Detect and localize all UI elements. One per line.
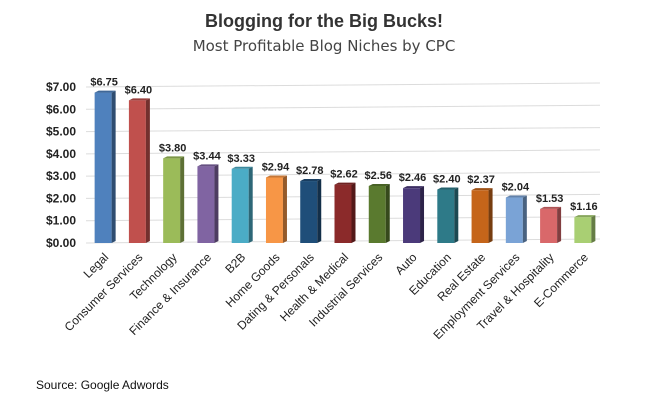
data-label: $6.40 bbox=[125, 84, 153, 96]
data-label: $3.33 bbox=[227, 153, 255, 165]
gridline bbox=[85, 82, 601, 88]
data-label: $1.16 bbox=[570, 201, 598, 213]
data-label: $2.46 bbox=[399, 172, 427, 184]
data-label: $1.53 bbox=[536, 193, 564, 205]
x-tick-label: B2B bbox=[222, 250, 248, 276]
source-note: Source: Google Adwords bbox=[36, 378, 169, 392]
data-label: $2.78 bbox=[296, 165, 324, 177]
x-tick-label: Auto bbox=[392, 250, 420, 278]
bar bbox=[505, 195, 527, 243]
data-labels: $6.75 $6.40 $3.80 $3.44 $3.33 $2.94 $2.78 $2.62… bbox=[90, 77, 597, 214]
y-tick-label: $1.00 bbox=[46, 214, 76, 228]
bar bbox=[471, 188, 493, 243]
y-tick-label: $5.00 bbox=[46, 125, 76, 139]
data-label: $6.75 bbox=[90, 77, 118, 89]
data-label: $2.40 bbox=[433, 174, 461, 186]
bars bbox=[94, 90, 596, 243]
bar bbox=[574, 215, 596, 243]
y-tick-label: $3.00 bbox=[46, 169, 76, 183]
y-tick-label: $7.00 bbox=[46, 80, 76, 94]
gridline bbox=[85, 127, 601, 133]
x-tick-label: Legal bbox=[81, 250, 112, 281]
y-axis-ticks: $0.00 $1.00 $2.00 $3.00 $4.00 $5.00 $6.00 $7.00 bbox=[46, 80, 76, 250]
bar bbox=[403, 186, 425, 243]
bar bbox=[265, 175, 287, 243]
data-label: $2.62 bbox=[330, 169, 358, 181]
bar bbox=[163, 156, 185, 243]
bar bbox=[231, 166, 253, 243]
data-label: $2.37 bbox=[467, 174, 495, 186]
data-label: $2.04 bbox=[502, 182, 530, 194]
gridline bbox=[85, 104, 601, 110]
gridline bbox=[85, 149, 601, 155]
chart-subtitle: Most Profitable Blog Niches by CPC bbox=[193, 37, 456, 55]
bar bbox=[368, 183, 390, 243]
data-label: $2.94 bbox=[262, 161, 290, 173]
y-tick-label: $4.00 bbox=[46, 147, 76, 161]
bar bbox=[128, 98, 150, 243]
data-label: $3.44 bbox=[193, 150, 221, 162]
bar bbox=[540, 206, 562, 243]
data-label: $2.56 bbox=[365, 170, 393, 182]
y-tick-label: $0.00 bbox=[46, 236, 76, 250]
chart-title: Blogging for the Big Bucks! bbox=[205, 11, 443, 31]
bar bbox=[300, 179, 322, 243]
bar bbox=[437, 187, 459, 243]
y-tick-label: $2.00 bbox=[46, 191, 76, 205]
y-tick-label: $6.00 bbox=[46, 102, 76, 116]
bar bbox=[334, 182, 356, 243]
bar bbox=[94, 90, 116, 243]
data-label: $3.80 bbox=[159, 142, 187, 154]
bar bbox=[197, 164, 219, 243]
